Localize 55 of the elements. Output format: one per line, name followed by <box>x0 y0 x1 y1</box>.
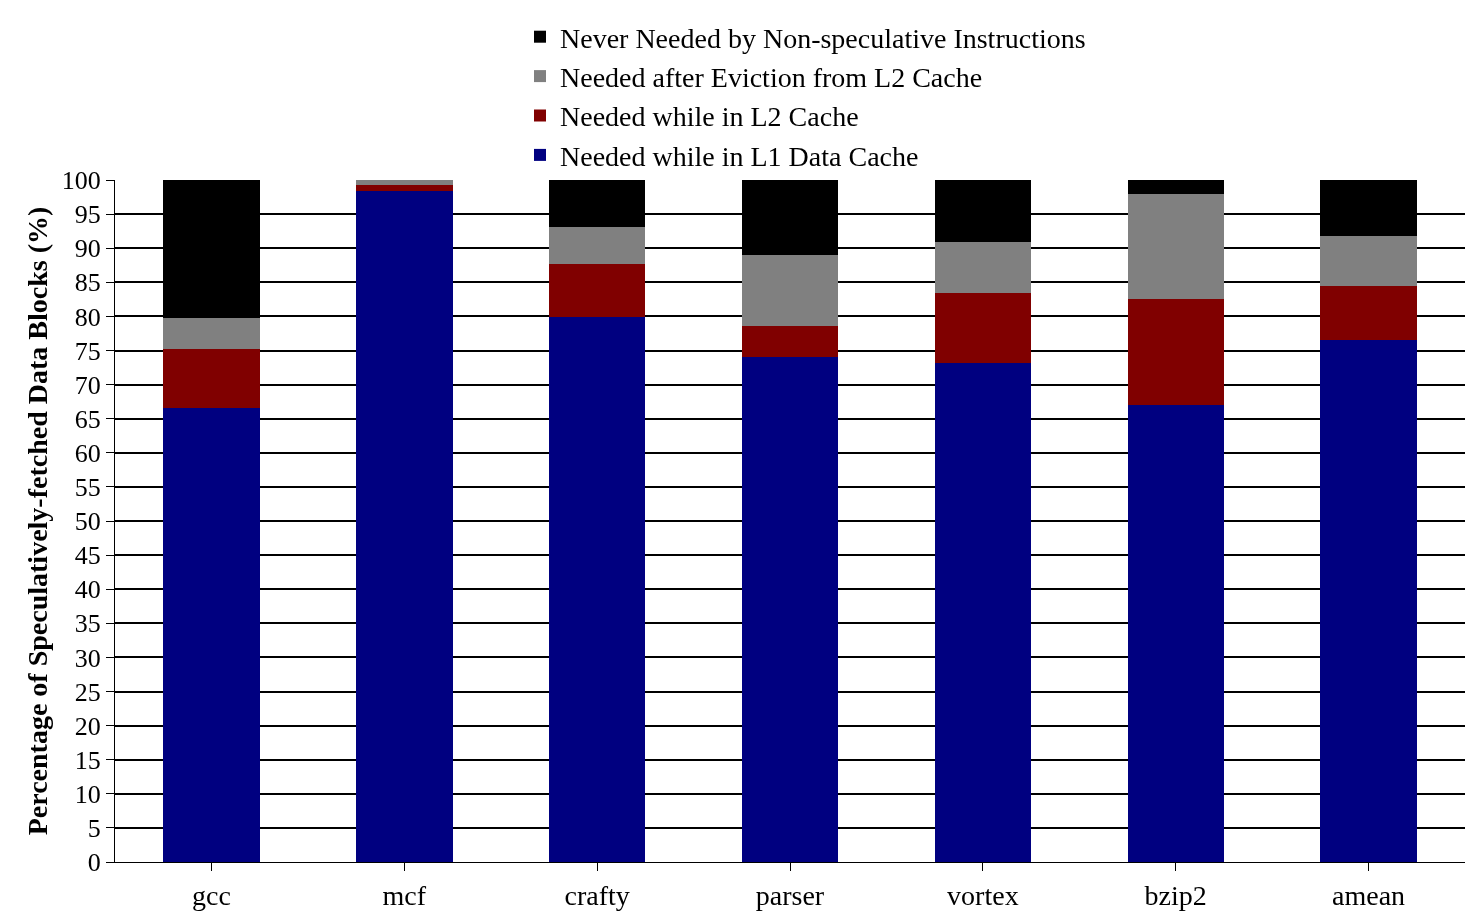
y-tick-label: 65 <box>74 404 101 434</box>
y-tick-label: 20 <box>74 711 101 741</box>
bar <box>934 293 1032 364</box>
x-tick-label: gcc <box>192 879 231 911</box>
x-tick-label: bzip2 <box>1144 879 1207 911</box>
bar <box>163 349 260 409</box>
bar <box>1127 405 1224 862</box>
bar <box>1127 180 1224 195</box>
y-tick-label: 90 <box>74 234 101 264</box>
x-tick-label: mcf <box>382 879 427 911</box>
bar <box>356 184 453 191</box>
y-tick-label: 35 <box>74 609 101 639</box>
y-tick-label: 55 <box>74 473 101 502</box>
y-tick-label: 40 <box>74 575 101 605</box>
bar <box>934 242 1032 294</box>
y-axis-title: Percentage of Speculatively-fetched Data Blocks (%) <box>22 206 54 836</box>
bar <box>1320 235 1417 287</box>
bar <box>1320 286 1417 341</box>
y-tick-label: 60 <box>74 438 101 468</box>
bar <box>1127 194 1224 300</box>
bar <box>548 317 646 862</box>
y-tick-label: 70 <box>74 370 101 400</box>
x-tick-label: vortex <box>947 879 1019 911</box>
y-tick-label: 5 <box>87 814 101 843</box>
bar <box>356 180 453 185</box>
bar <box>741 255 839 326</box>
y-tick-label: 10 <box>74 779 101 809</box>
bar <box>1320 340 1417 862</box>
bar <box>934 363 1032 862</box>
y-tick-label: 30 <box>74 643 101 673</box>
y-tick-label: 45 <box>74 541 101 571</box>
y-tick-label: 15 <box>74 745 101 775</box>
y-tick-label: 100 <box>61 166 101 196</box>
y-tick-label: 50 <box>74 507 101 537</box>
y-tick-label: 85 <box>74 268 101 298</box>
legend-label: Needed while in L2 Cache <box>560 101 859 133</box>
y-tick-label: 25 <box>74 677 101 707</box>
bar <box>741 325 839 358</box>
y-tick-label: 80 <box>74 302 101 332</box>
bar <box>741 357 839 862</box>
bar <box>163 318 260 350</box>
bar <box>548 263 646 318</box>
x-tick-label: amean <box>1332 879 1406 911</box>
x-tick-label: parser <box>755 879 825 911</box>
legend-label: Needed while in L1 Data Cache <box>560 140 919 172</box>
bar <box>163 408 260 862</box>
legend-label: Needed after Eviction from L2 Cache <box>560 62 983 94</box>
y-tick-label: 95 <box>74 200 101 230</box>
bar <box>356 190 453 862</box>
bar <box>1127 299 1224 406</box>
bar <box>548 227 646 264</box>
y-tick-label: 75 <box>74 336 101 366</box>
legend-label: Never Needed by Non-speculative Instructions <box>560 22 1086 54</box>
x-tick-label: crafty <box>564 879 630 911</box>
y-tick-label: 0 <box>87 848 101 878</box>
